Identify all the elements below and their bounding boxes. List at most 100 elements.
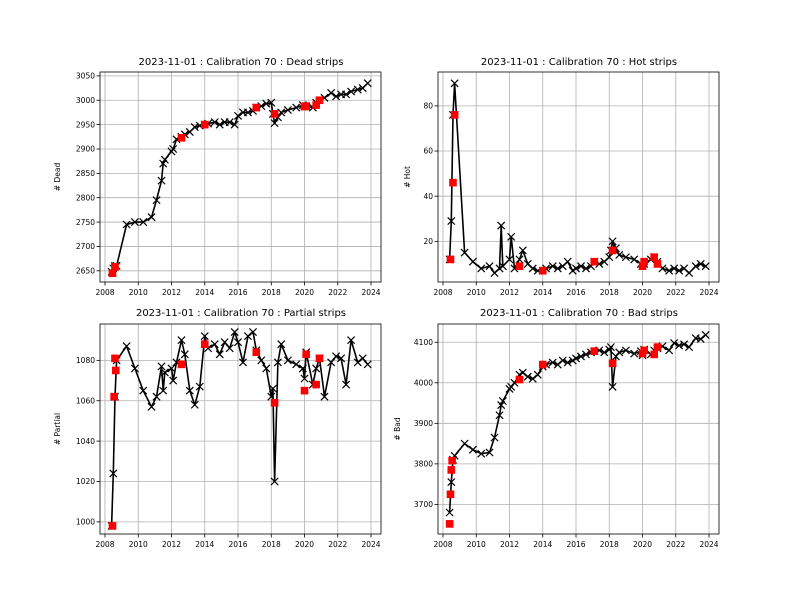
y-tick-label: 3050 — [76, 72, 95, 81]
calibration-point-marker — [200, 340, 209, 348]
data-point-x-marker — [675, 341, 684, 350]
subplot-bad-strips: 2023-11-01 : Calibration 70 : Bad strips… — [393, 308, 720, 549]
data-point-x-marker — [563, 257, 572, 266]
calibration-point-marker — [111, 354, 119, 363]
data-point-x-marker — [490, 433, 499, 442]
data-point-x-marker — [450, 79, 459, 88]
data-point-x-marker — [270, 477, 279, 486]
data-point-x-marker — [363, 79, 372, 88]
data-point-x-marker — [268, 384, 277, 393]
y-tick-label: 1040 — [76, 437, 95, 446]
y-tick-label: 4000 — [414, 378, 433, 387]
data-point-x-marker — [670, 264, 679, 273]
data-point-x-marker — [139, 386, 148, 395]
data-point-x-marker — [558, 356, 567, 365]
y-tick-label: 3900 — [414, 419, 433, 428]
data-point-x-marker — [109, 469, 118, 478]
calibration-point-marker — [110, 392, 118, 401]
data-point-x-marker — [701, 330, 710, 339]
calibration-point-marker — [315, 96, 324, 105]
data-point-x-marker — [200, 332, 209, 341]
data-point-x-marker — [342, 380, 351, 389]
x-tick-label: 2022 — [328, 540, 347, 549]
data-point-x-marker — [332, 92, 341, 101]
x-tick-label: 2024 — [699, 540, 718, 549]
data-point-x-marker — [298, 364, 307, 373]
x-tick-label: 2018 — [600, 288, 619, 297]
data-point-x-marker — [445, 508, 454, 517]
data-point-x-marker — [576, 352, 586, 361]
data-point-x-marker — [498, 262, 507, 271]
data-point-x-marker — [670, 339, 679, 348]
y-tick-label: 2650 — [76, 266, 95, 275]
y-tick-label: 40 — [423, 192, 433, 201]
series-line — [448, 82, 707, 274]
data-point-x-marker — [152, 196, 161, 205]
x-tick-label: 2014 — [533, 288, 552, 297]
data-point-x-marker — [160, 368, 169, 377]
calibration-point-marker — [252, 103, 261, 112]
data-point-x-marker — [169, 376, 178, 385]
data-point-x-marker — [230, 120, 239, 129]
data-point-x-marker — [270, 119, 279, 128]
y-tick-label: 1000 — [76, 518, 95, 527]
data-point-x-marker — [528, 374, 537, 383]
data-point-x-marker — [332, 352, 341, 361]
data-point-x-marker — [495, 411, 504, 420]
x-tick-label: 2024 — [361, 540, 380, 549]
x-tick-label: 2010 — [129, 540, 148, 549]
x-tick-label: 2024 — [699, 288, 718, 297]
x-tick-label: 2012 — [162, 288, 181, 297]
data-point-x-marker — [342, 90, 351, 99]
calibration-point-marker — [446, 255, 455, 264]
data-point-x-marker — [327, 358, 336, 367]
data-point-x-marker — [485, 262, 494, 271]
y-tick-label: 2950 — [76, 120, 95, 129]
data-point-x-marker — [477, 264, 486, 273]
data-point-x-marker — [160, 155, 169, 164]
data-point-x-marker — [215, 350, 224, 359]
data-point-x-marker — [447, 478, 456, 487]
data-point-x-marker — [292, 360, 301, 369]
x-tick-label: 2008 — [95, 540, 114, 549]
y-axis-label: # Dead — [53, 163, 62, 192]
x-tick-label: 2008 — [95, 288, 114, 297]
subplot-partial-strips: 2023-11-01 : Calibration 70 : Partial st… — [53, 308, 382, 549]
calibration-point-marker — [270, 398, 279, 407]
data-point-x-marker — [691, 262, 700, 271]
axes-frame — [99, 323, 382, 535]
data-point-x-marker — [581, 264, 591, 273]
data-point-x-marker — [548, 358, 557, 367]
x-tick-label: 2022 — [666, 540, 685, 549]
calibration-point-marker — [302, 102, 310, 110]
data-point-x-marker — [353, 85, 362, 94]
calibration-point-marker — [450, 111, 459, 119]
data-point-x-marker — [190, 123, 199, 132]
calibration-point-marker — [111, 366, 120, 375]
calibration-point-marker — [608, 359, 617, 368]
x-tick-label: 2020 — [633, 540, 652, 549]
x-tick-label: 2010 — [129, 288, 148, 297]
calibration-point-marker — [650, 253, 658, 261]
calibration-point-marker — [447, 466, 456, 474]
data-point-x-marker — [605, 253, 614, 262]
data-point-x-marker — [220, 338, 229, 347]
data-point-x-marker — [177, 336, 186, 345]
calibration-point-marker — [446, 490, 455, 499]
data-point-x-marker — [147, 213, 156, 222]
series-line — [110, 82, 369, 273]
data-point-x-marker — [460, 248, 469, 257]
data-point-x-marker — [447, 217, 456, 226]
calibration-point-marker — [608, 246, 617, 255]
subplot-title: 2023-11-01 : Calibration 70 : Dead strip… — [139, 57, 344, 68]
calibration-point-marker — [200, 120, 209, 129]
x-tick-label: 2022 — [328, 288, 347, 297]
y-tick-label: 3700 — [414, 500, 433, 509]
data-point-x-marker — [210, 340, 219, 349]
data-point-x-marker — [515, 255, 524, 264]
data-point-x-marker — [233, 338, 243, 347]
grid — [100, 72, 381, 282]
data-point-x-marker — [528, 264, 537, 273]
data-point-x-marker — [257, 356, 266, 365]
